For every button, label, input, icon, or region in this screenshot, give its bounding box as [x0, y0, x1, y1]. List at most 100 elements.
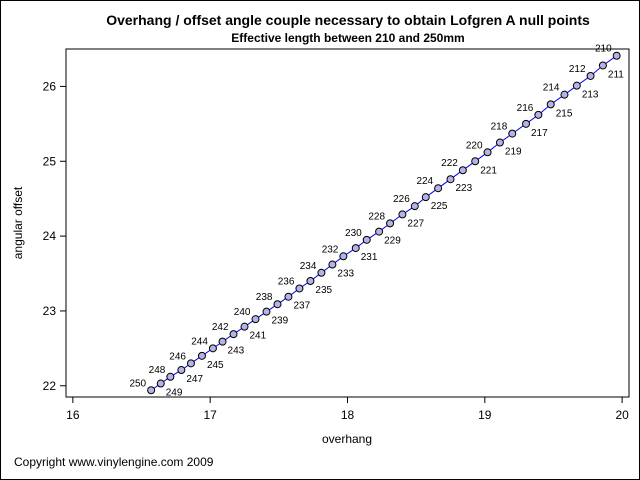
y-tick-label: 26 — [43, 79, 57, 93]
chart-subtitle: Effective length between 210 and 250mm — [231, 31, 464, 45]
data-point — [177, 366, 186, 375]
data-label: 235 — [315, 285, 332, 296]
x-tick-label: 20 — [615, 408, 629, 422]
data-point — [362, 235, 371, 244]
data-point — [522, 119, 531, 128]
data-label: 233 — [337, 269, 354, 280]
data-point — [483, 148, 492, 157]
data-point — [208, 344, 217, 353]
data-point — [240, 322, 249, 331]
data-label: 249 — [166, 388, 183, 399]
data-label: 218 — [491, 122, 508, 133]
data-label: 222 — [441, 158, 458, 169]
data-point — [229, 330, 238, 339]
data-label: 215 — [556, 108, 573, 119]
data-point — [156, 379, 165, 388]
series-layer: 210 211 212 213 214 215 216 217 218 219 220 221 222 2… — [129, 44, 624, 399]
data-point — [446, 175, 455, 184]
y-tick-label: 25 — [43, 154, 57, 168]
data-point — [572, 81, 581, 90]
data-point — [284, 292, 293, 301]
data-label: 243 — [228, 346, 245, 357]
plot-area — [65, 48, 630, 398]
data-label: 223 — [455, 183, 472, 194]
data-point — [612, 51, 621, 60]
data-label: 234 — [300, 261, 317, 272]
x-tick-label: 18 — [341, 408, 355, 422]
data-label: 230 — [345, 228, 362, 239]
data-point — [598, 61, 607, 70]
data-point — [375, 227, 384, 236]
data-label: 248 — [149, 365, 166, 376]
data-label: 250 — [129, 378, 146, 389]
copyright-footnote: Copyright www.vinylengine.com 2009 — [14, 455, 214, 469]
data-point — [317, 268, 326, 277]
data-point — [458, 166, 467, 175]
data-label: 247 — [186, 374, 203, 385]
data-point — [166, 372, 175, 381]
y-tick-label: 23 — [43, 304, 57, 318]
data-point — [534, 110, 543, 119]
data-label: 220 — [466, 140, 483, 151]
chart-title: Overhang / offset angle couple necessary… — [106, 12, 590, 28]
data-label: 231 — [361, 252, 378, 263]
data-point — [306, 277, 315, 285]
data-point — [495, 138, 504, 147]
x-tick-label: 17 — [204, 408, 218, 422]
data-point — [410, 202, 419, 211]
data-label: 229 — [384, 236, 401, 247]
data-label: 219 — [505, 147, 522, 158]
data-point — [546, 100, 555, 109]
data-label: 225 — [431, 201, 448, 212]
data-label: 237 — [293, 301, 310, 312]
data-point — [386, 219, 395, 228]
data-label: 217 — [531, 128, 548, 139]
data-label: 227 — [407, 218, 424, 229]
data-point — [218, 337, 227, 346]
data-label: 246 — [169, 351, 186, 362]
data-label: 213 — [582, 90, 599, 101]
data-point — [147, 386, 156, 395]
data-point — [339, 252, 348, 261]
x-tick-label: 19 — [478, 408, 492, 422]
x-axis-label: overhang — [322, 432, 372, 446]
data-label: 241 — [250, 331, 267, 342]
data-label: 228 — [368, 211, 385, 222]
x-tick-label: 16 — [66, 408, 80, 422]
y-axis-label: angular offset — [11, 186, 25, 259]
data-point — [560, 90, 569, 99]
data-label: 238 — [256, 292, 273, 303]
y-tick-label: 24 — [43, 229, 57, 243]
data-point — [421, 193, 430, 202]
data-label: 224 — [416, 176, 433, 187]
data-label: 211 — [608, 69, 624, 80]
data-label: 240 — [234, 307, 251, 318]
data-label: 216 — [517, 103, 534, 114]
data-label: 242 — [212, 322, 229, 333]
data-label: 239 — [271, 316, 288, 327]
data-point — [434, 184, 443, 193]
data-point — [508, 129, 517, 138]
y-axis: 22 23 24 25 26 — [43, 79, 66, 393]
data-point — [586, 71, 595, 80]
data-point — [471, 157, 480, 166]
x-axis: 16 17 18 19 20 — [66, 397, 629, 422]
data-label: 245 — [207, 360, 224, 371]
data-label: 236 — [278, 276, 295, 287]
data-point — [328, 260, 337, 269]
data-point — [197, 351, 206, 360]
data-label: 232 — [322, 244, 339, 255]
data-label: 226 — [393, 194, 410, 205]
data-label: 210 — [595, 44, 612, 55]
data-point — [251, 315, 260, 324]
data-point — [398, 210, 407, 219]
data-point — [186, 359, 195, 368]
y-tick-label: 22 — [43, 379, 57, 393]
data-point — [351, 244, 360, 253]
data-label: 214 — [543, 83, 560, 94]
data-point — [273, 300, 282, 309]
data-label: 212 — [569, 64, 586, 75]
data-point — [262, 307, 271, 316]
